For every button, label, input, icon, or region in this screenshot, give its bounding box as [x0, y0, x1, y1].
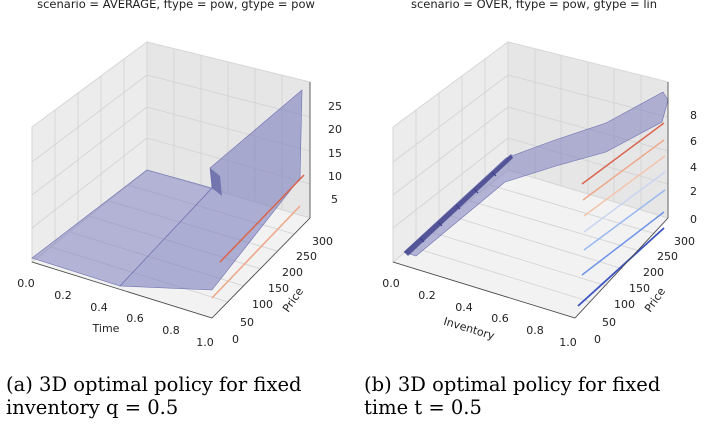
left-y-tick: 0 [232, 333, 239, 346]
left-y-tick: 250 [296, 250, 317, 263]
right-z-tick-labels: 0 2 4 6 8 [690, 109, 697, 226]
right-x-tick-labels: 0.0 0.2 0.4 0.6 0.8 1.0 [382, 277, 577, 349]
left-y-tick: 300 [312, 235, 333, 248]
left-z-tick-labels: 5 10 15 20 25 [328, 100, 342, 206]
right-x-tick: 0.2 [418, 289, 436, 302]
caption-a-line1: (a) 3D optimal policy for fixed [6, 373, 302, 396]
left-y-tick: 100 [252, 298, 273, 311]
chart-right-title: scenario = OVER, ftype = pow, gtype = li… [411, 0, 657, 11]
right-x-tick: 1.0 [559, 336, 577, 349]
right-y-tick: 200 [643, 266, 664, 279]
caption-b-line1: (b) 3D optimal policy for fixed [364, 373, 661, 396]
left-y-tick: 200 [282, 266, 303, 279]
right-y-tick: 150 [629, 282, 650, 295]
right-z-tick: 6 [690, 135, 697, 148]
chart-right: scenario = OVER, ftype = pow, gtype = li… [382, 0, 697, 349]
caption-b-line2: time t = 0.5 [364, 396, 482, 419]
right-line-5 [583, 189, 666, 251]
right-y-tick-labels: 0 50 100 150 200 250 300 [594, 235, 695, 346]
right-y-tick: 100 [614, 298, 635, 311]
right-z-tick: 4 [690, 161, 697, 174]
left-y-tick-labels: 0 50 100 150 200 250 300 [232, 235, 333, 346]
right-z-tick: 8 [690, 109, 697, 122]
right-surface-edge-steps [419, 171, 497, 243]
left-x-axis-label: Time [92, 322, 120, 335]
left-x-tick: 1.0 [196, 336, 214, 349]
right-y-tick: 300 [674, 235, 695, 248]
right-x-tick: 0.4 [455, 301, 473, 314]
left-x-tick: 0.4 [90, 301, 108, 314]
right-line-4 [583, 171, 666, 233]
left-line-red [219, 174, 305, 263]
left-x-tick: 0.0 [17, 277, 35, 290]
right-y-axis [574, 217, 669, 319]
right-y-tick: 50 [602, 316, 616, 329]
right-line-1 [581, 122, 665, 185]
chart-left-title: scenario = AVERAGE, ftype = pow, gtype =… [37, 0, 315, 11]
left-y-tick: 150 [268, 282, 289, 295]
right-y-tick: 250 [657, 250, 678, 263]
caption-a-line2: inventory q = 0.5 [6, 396, 179, 419]
left-x-tick-labels: 0.0 0.2 0.4 0.6 0.8 1.0 [17, 277, 214, 349]
left-x-tick: 0.8 [162, 324, 180, 337]
right-x-axis [392, 261, 576, 319]
left-z-tick: 10 [328, 170, 342, 183]
left-y-axis [211, 217, 311, 319]
left-z-tick: 15 [328, 147, 342, 160]
right-surface-edge [404, 154, 513, 256]
left-z-tick: 20 [328, 123, 342, 136]
left-x-tick: 0.6 [126, 312, 144, 325]
right-z-tick: 0 [690, 213, 697, 226]
right-x-axis-label: Inventory [442, 315, 497, 343]
right-x-tick: 0.8 [526, 324, 544, 337]
left-z-tick: 5 [331, 193, 338, 206]
left-x-axis [31, 261, 213, 319]
caption-b: (b) 3D optimal policy for fixed time t =… [364, 373, 660, 419]
right-line-7 [577, 227, 665, 307]
right-z-tick: 2 [690, 185, 697, 198]
left-y-tick: 50 [240, 316, 254, 329]
right-surface [403, 91, 669, 257]
right-x-tick: 0.0 [382, 277, 400, 290]
right-x-tick: 0.6 [491, 312, 509, 325]
right-line-3 [583, 155, 666, 217]
right-line-6 [581, 211, 665, 276]
left-z-tick: 25 [328, 100, 342, 113]
chart-left: scenario = AVERAGE, ftype = pow, gtype =… [17, 0, 342, 349]
left-x-tick: 0.2 [54, 289, 72, 302]
caption-a: (a) 3D optimal policy for fixed inventor… [6, 373, 301, 419]
left-surface-wall [210, 168, 222, 196]
right-line-2 [582, 139, 665, 201]
left-line-salmon [211, 205, 301, 299]
right-y-tick: 0 [594, 333, 601, 346]
